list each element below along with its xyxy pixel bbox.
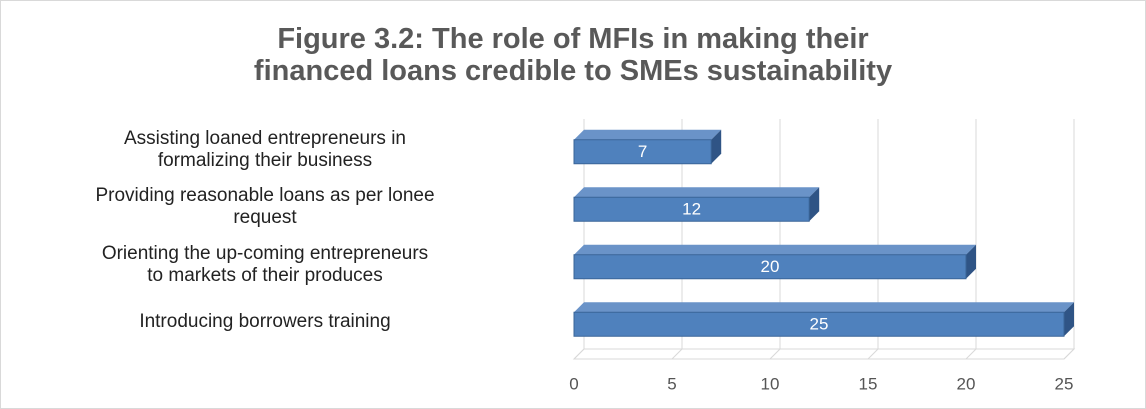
bar-top [574,129,722,140]
bar-side [809,187,820,222]
bar [573,302,1074,337]
y-tick-label: Orienting the up-coming entrepreneurs to… [101,242,429,286]
bar [573,187,820,222]
y-tick-label: Providing reasonable loans as per lonee … [95,185,435,229]
x-tick-label: 20 [957,374,976,393]
bar-side [711,129,722,164]
bar-top [574,187,820,198]
value-label: 12 [682,200,701,219]
x-tick-label: 15 [859,374,878,393]
chart-title: Figure 3.2: The role of MFIs in making t… [253,23,893,87]
value-label: 7 [638,142,647,161]
grid-line [867,119,879,360]
floor [572,348,1076,360]
bar-top [574,302,1074,313]
bar-side [966,244,976,279]
bar-front [573,254,967,280]
bar-top [574,244,976,255]
x-tick-label: 5 [667,374,676,393]
x-tick-label: 25 [1055,374,1074,393]
bar [573,129,722,165]
y-tick-label: Assisting loaned entrepreneurs in formal… [123,127,406,171]
grid-line [1063,119,1075,360]
bar-side [1064,302,1074,337]
bar-front [573,139,712,165]
grid-line [965,119,977,360]
y-tick-label: Introducing borrowers training [139,311,391,333]
value-label: 20 [761,257,780,276]
x-tick-label: 10 [761,374,780,393]
bar-front [573,311,1065,337]
x-tick-label: 0 [569,374,578,393]
bar [573,244,976,280]
value-label: 25 [810,315,829,334]
bar-front [573,196,810,222]
